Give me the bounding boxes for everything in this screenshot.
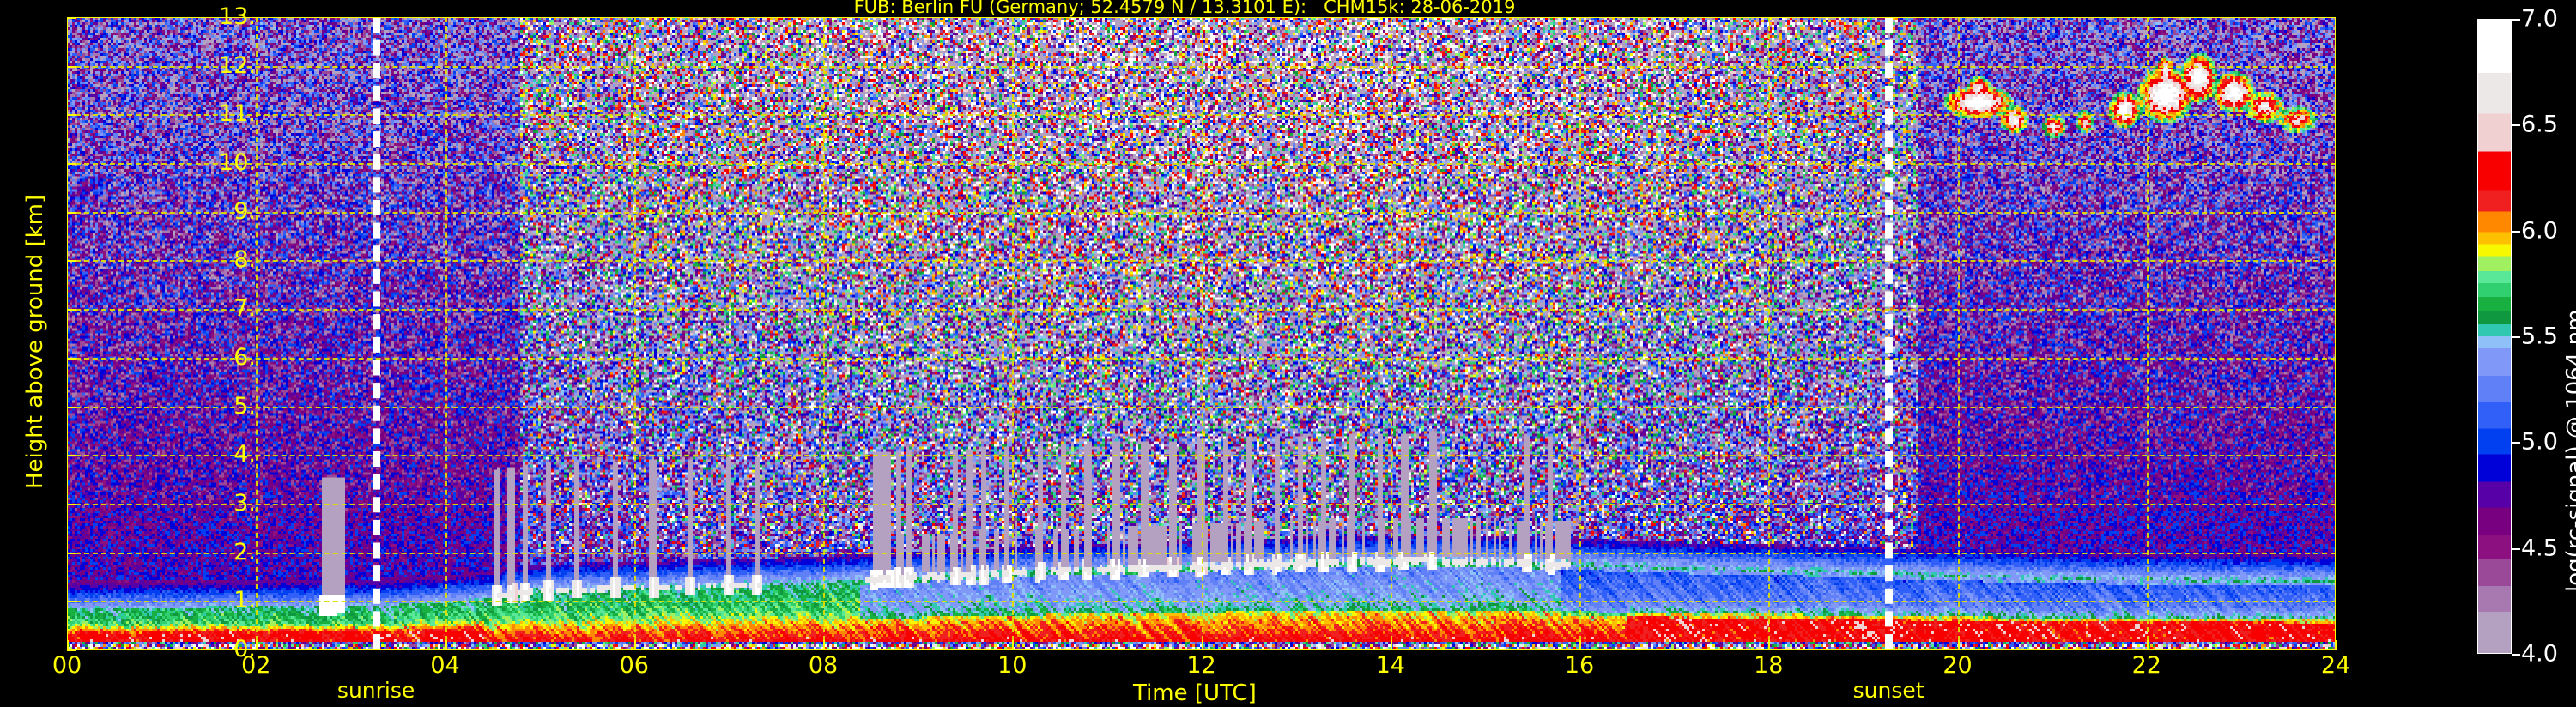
x-tick-mark	[2146, 640, 2149, 650]
x-tick-mark	[1201, 640, 1203, 650]
x-tick-mark	[67, 640, 69, 650]
colorbar-tick-label: 6.5	[2521, 111, 2558, 138]
x-tick-mark	[1957, 640, 1960, 650]
x-axis-title: Time [UTC]	[1133, 680, 1257, 706]
x-tick-label: 12	[1186, 652, 1216, 679]
x-tick-label: 24	[2320, 652, 2351, 679]
y-tick-mark	[67, 114, 76, 117]
sunrise-marker-line	[373, 17, 381, 650]
y-tick-label: 12.	[219, 51, 256, 79]
colorbar-tick-label: 7.0	[2521, 5, 2558, 33]
x-tick-mark	[1012, 640, 1015, 650]
y-tick-label: 10.	[219, 149, 256, 177]
x-tick-label: 08	[808, 652, 839, 679]
colorbar-title: log(rc-signal) @ 1064 nm	[2562, 309, 2576, 592]
x-tick-label: 22	[2131, 652, 2161, 679]
heatmap-plot-area[interactable]	[67, 17, 2336, 650]
y-tick-label: 1.	[233, 587, 256, 614]
colorbar-container[interactable]: 4.0 4.5 5.0 5.5 6.0 6.5 7.0	[2477, 8, 2558, 666]
y-tick-label: 9.	[233, 197, 256, 225]
x-tick-label: 00	[52, 652, 82, 679]
y-tick-label: 3.	[233, 489, 256, 517]
colorbar-tick-label: 6.0	[2521, 217, 2558, 245]
x-tick-mark	[1390, 640, 1392, 650]
x-tick-mark	[2336, 640, 2337, 650]
sunrise-label: sunrise	[336, 678, 415, 703]
gridline-vertical	[1201, 17, 1203, 650]
colorbar-tick-label: 5.0	[2521, 428, 2558, 456]
x-tick-label: 16	[1564, 652, 1595, 679]
colorbar-tick-mark	[2512, 124, 2520, 127]
x-tick-label: 02	[241, 652, 271, 679]
x-tick-label: 04	[430, 652, 460, 679]
x-tick-mark	[823, 640, 825, 650]
y-tick-mark	[67, 17, 76, 19]
y-tick-mark	[67, 260, 76, 263]
x-tick-label: 18	[1754, 652, 1784, 679]
x-tick-label: 06	[619, 652, 649, 679]
x-tick-label: 10	[997, 652, 1027, 679]
y-axis-title: Height above ground [km]	[22, 194, 48, 489]
gridline-vertical	[1579, 17, 1581, 650]
colorbar-tick-mark	[2512, 547, 2520, 550]
gridline-vertical	[633, 17, 636, 650]
x-tick-mark	[256, 640, 258, 650]
y-tick-mark	[67, 163, 76, 166]
y-tick-mark	[67, 455, 76, 457]
colorbar-tick-label: 4.0	[2521, 640, 2558, 668]
x-tick-mark	[445, 640, 447, 650]
x-tick-mark	[633, 640, 636, 650]
gridline-vertical	[1957, 17, 1960, 650]
x-tick-mark	[1579, 640, 1581, 650]
x-tick-mark	[1768, 640, 1771, 650]
gridline-vertical	[1768, 17, 1771, 650]
colorbar-tick-mark	[2512, 336, 2520, 338]
y-tick-label: 4.	[233, 441, 256, 468]
y-tick-label: 5.	[233, 392, 256, 420]
colorbar-tick-mark	[2512, 19, 2520, 21]
gridline-vertical	[256, 17, 258, 650]
y-tick-mark	[67, 503, 76, 505]
y-tick-label: 7.	[233, 295, 256, 323]
y-tick-label: 2.	[233, 538, 256, 565]
x-tick-label: 14	[1375, 652, 1405, 679]
y-tick-label: 11.	[219, 100, 256, 128]
colorbar-tick-mark	[2512, 442, 2520, 444]
y-tick-mark	[67, 650, 76, 651]
colorbar-gradient	[2477, 19, 2512, 654]
y-tick-mark	[67, 65, 76, 68]
y-tick-label: 0.	[233, 636, 256, 662]
y-tick-mark	[67, 211, 76, 214]
sunset-marker-line	[1885, 17, 1894, 650]
y-tick-label: 13.	[219, 3, 256, 30]
y-tick-mark	[67, 601, 76, 603]
page-title: FUB: Berlin FU (Germany; 52.4579 N / 13.…	[853, 0, 1516, 17]
y-tick-mark	[67, 357, 76, 360]
x-tick-label: 20	[1943, 652, 1973, 679]
colorbar-tick-mark	[2512, 230, 2520, 233]
gridline-vertical	[1012, 17, 1015, 650]
gridline-vertical	[823, 17, 825, 650]
gridline-vertical	[2146, 17, 2149, 650]
y-tick-label: 8.	[233, 246, 256, 274]
y-tick-mark	[67, 309, 76, 311]
y-tick-label: 6.	[233, 343, 256, 371]
colorbar-tick-mark	[2512, 654, 2520, 656]
y-tick-mark	[67, 406, 76, 408]
colorbar-tick-label: 4.5	[2521, 535, 2558, 562]
y-tick-mark	[67, 552, 76, 554]
gridline-vertical	[1390, 17, 1392, 650]
colorbar-tick-label: 5.5	[2521, 323, 2558, 350]
sunset-label: sunset	[1852, 678, 1924, 703]
gridline-vertical	[445, 17, 447, 650]
